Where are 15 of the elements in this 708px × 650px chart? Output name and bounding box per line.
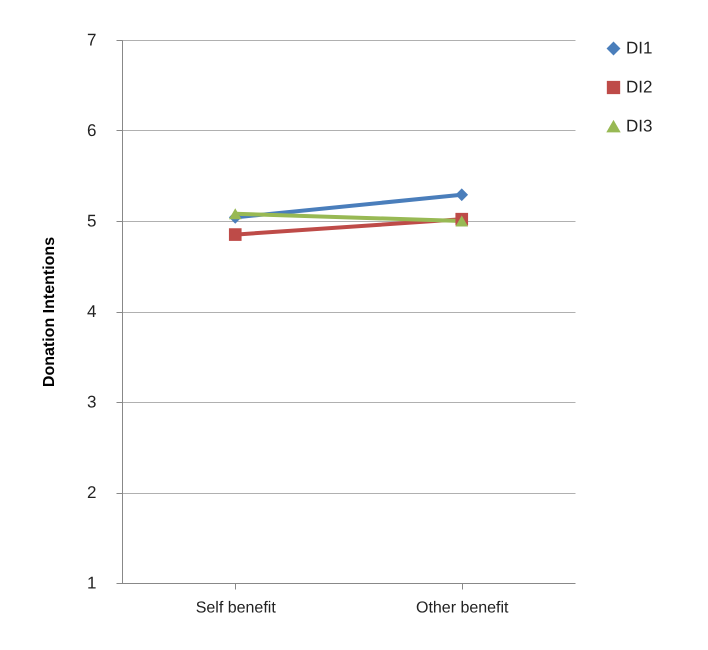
x-tick-label: Other benefit bbox=[416, 600, 510, 616]
point bbox=[228, 228, 242, 241]
y-tick-label: 4 bbox=[87, 302, 96, 321]
y-axis-title: Donation Intentions bbox=[41, 236, 58, 388]
y-tick-label: 5 bbox=[87, 212, 96, 230]
point bbox=[455, 188, 468, 202]
y-tick-label: 6 bbox=[87, 121, 96, 140]
y-tick-label: 7 bbox=[87, 30, 96, 50]
legend-label: DI1 bbox=[626, 38, 652, 58]
y-tick-label: 1 bbox=[87, 574, 96, 592]
x-tick-label: Self benefit bbox=[196, 600, 276, 616]
y-tick-label: 3 bbox=[87, 392, 96, 412]
legend-label: DI2 bbox=[626, 78, 652, 96]
y-tick-label: 2 bbox=[87, 483, 96, 502]
legend-label: DI3 bbox=[626, 116, 652, 136]
